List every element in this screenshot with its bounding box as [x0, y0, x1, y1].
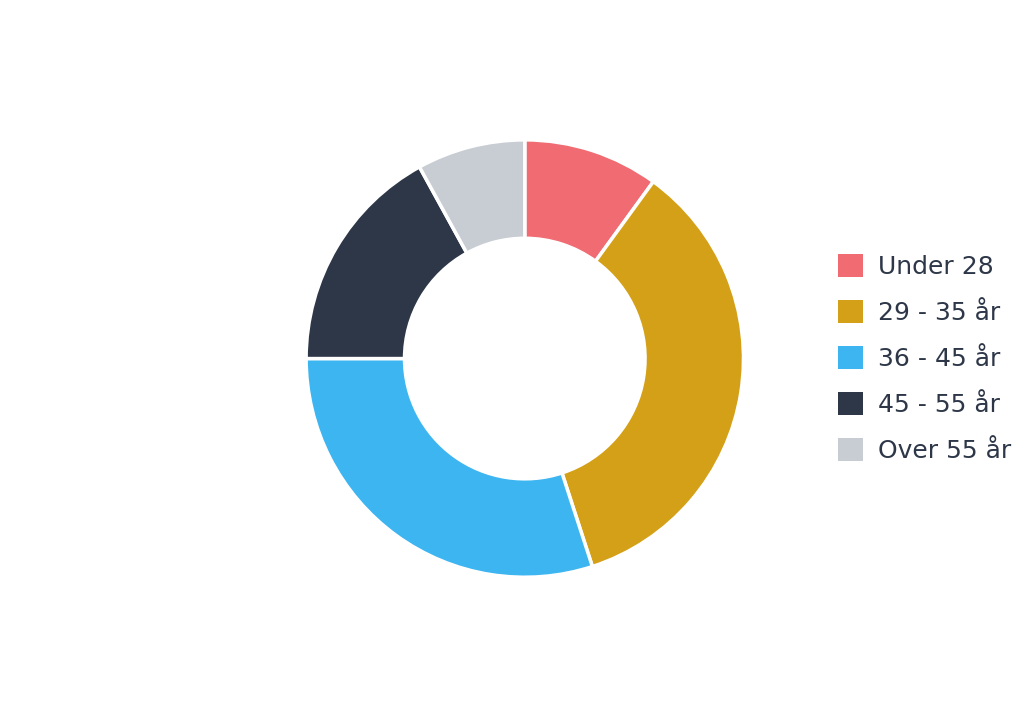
Wedge shape — [420, 140, 525, 253]
Wedge shape — [306, 359, 592, 577]
Wedge shape — [562, 182, 743, 567]
Wedge shape — [306, 167, 467, 359]
Wedge shape — [524, 140, 653, 261]
Legend: Under 28, 29 - 35 år, 36 - 45 år, 45 - 55 år, Over 55 år: Under 28, 29 - 35 år, 36 - 45 år, 45 - 5… — [838, 254, 1012, 463]
